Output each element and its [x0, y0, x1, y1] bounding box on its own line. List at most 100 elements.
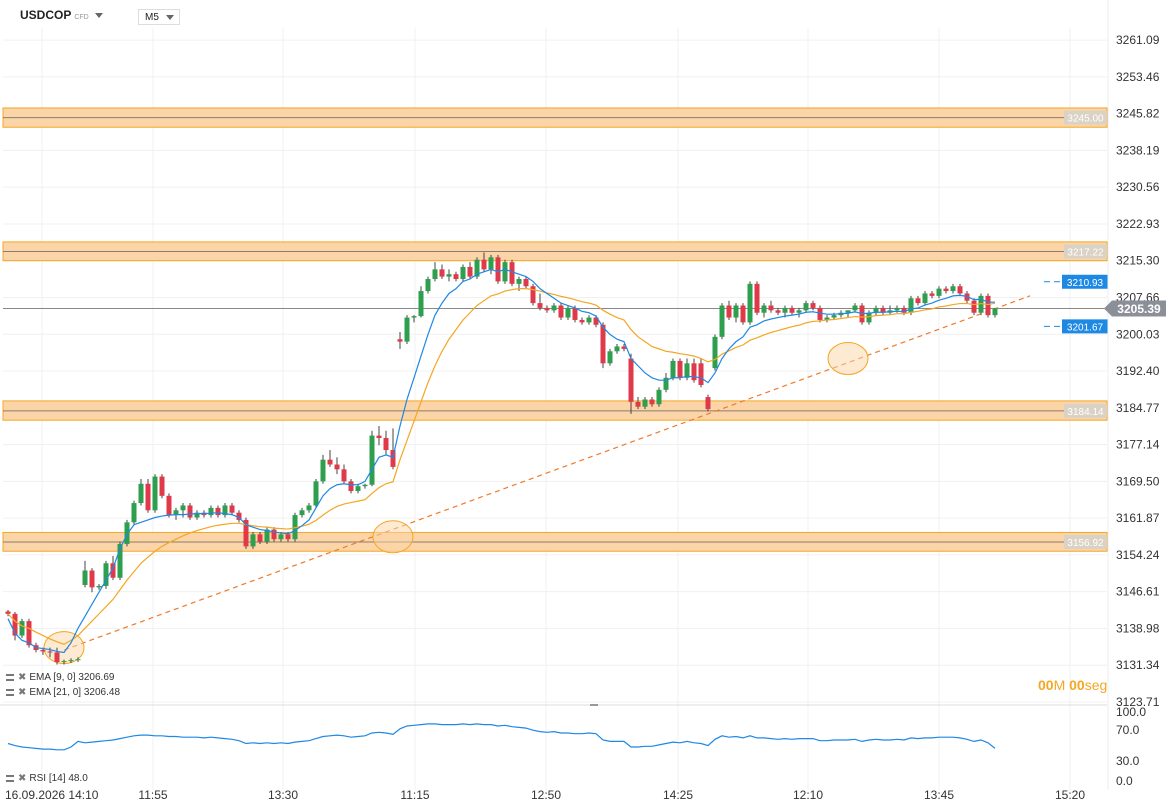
indicator-ema21-legend[interactable]: ✖ EMA [21, 0] 3206.48 [6, 687, 120, 698]
candle [642, 397, 648, 410]
candle [460, 264, 466, 282]
candle [579, 317, 585, 325]
candle-body [285, 534, 291, 540]
candle [754, 281, 760, 316]
candle-body [957, 286, 963, 294]
candle-body [845, 310, 851, 313]
candle-body [138, 483, 144, 504]
candle-body [894, 307, 900, 311]
candle-body [54, 652, 60, 663]
candle-body [481, 259, 487, 270]
candle [719, 303, 725, 340]
candle [600, 322, 606, 369]
timeframe-selector[interactable]: M5 [138, 9, 180, 25]
candle-body [978, 295, 984, 313]
candle [607, 348, 613, 366]
candle-body [768, 305, 774, 311]
candle-body [173, 510, 179, 516]
candle-body [964, 293, 970, 301]
settings-icon[interactable] [6, 673, 14, 681]
candle-body [299, 510, 305, 516]
candle-body [698, 363, 704, 386]
candle-body [418, 291, 424, 317]
candle [418, 286, 424, 318]
indicator-ema9-legend[interactable]: ✖ EMA [9, 0] 3206.69 [6, 672, 114, 683]
candle-body [411, 316, 417, 318]
candle-body [593, 317, 599, 325]
candle [649, 397, 655, 407]
candle [299, 507, 305, 518]
price-tick-label: 3184.77 [1116, 401, 1160, 415]
candle-body [460, 266, 466, 280]
candle [19, 618, 25, 638]
candle [621, 344, 627, 352]
price-tick-label: 3261.09 [1116, 33, 1160, 47]
candle-body [222, 505, 228, 516]
price-tick-label: 3238.19 [1116, 143, 1160, 157]
candle-body [754, 283, 760, 313]
candle [929, 291, 935, 299]
candle-body [103, 563, 109, 586]
candle [957, 283, 963, 296]
candle-body [215, 507, 221, 516]
candle-body [502, 262, 508, 282]
settings-icon[interactable] [6, 774, 14, 782]
candle-body [747, 283, 753, 323]
candle [432, 262, 438, 282]
candle-body [124, 522, 130, 545]
current-price-label: 3205.39 [1117, 302, 1161, 316]
close-icon[interactable]: ✖ [18, 687, 27, 698]
close-icon[interactable]: ✖ [18, 672, 27, 683]
candle-body [194, 512, 200, 518]
zone-price-label: 3245.00 [1067, 114, 1104, 125]
range-price-label: 3210.93 [1067, 278, 1104, 289]
candle-body [614, 346, 620, 352]
candle [229, 503, 235, 516]
candle-body [166, 495, 172, 516]
current-price-tag [1104, 300, 1166, 317]
settings-icon[interactable] [6, 688, 14, 696]
candle-body [852, 305, 858, 311]
trendline [63, 295, 1031, 651]
zone-price-label: 3156.92 [1067, 538, 1104, 549]
zone-price-label-bg [1064, 244, 1107, 259]
candle [509, 259, 515, 287]
candle-body [47, 651, 53, 653]
candle-body [691, 363, 697, 381]
candle [306, 503, 312, 513]
highlight-circle [827, 342, 869, 376]
ema21-value: 3206.48 [83, 687, 121, 698]
symbol-name: USDCOP [20, 8, 72, 22]
candle-body [187, 505, 193, 518]
time-tick-label: 13:30 [268, 788, 298, 802]
candle-body [271, 529, 277, 540]
candle-body [971, 300, 977, 313]
candle-body [453, 274, 459, 280]
candle-body [145, 483, 151, 511]
candle [887, 305, 893, 316]
candle [243, 517, 249, 549]
candle-body [796, 310, 802, 313]
range-price-label-bg [1062, 319, 1108, 334]
candle-body [369, 435, 375, 485]
candle-body [243, 519, 249, 547]
candle-body [432, 269, 438, 280]
candle [663, 372, 669, 393]
close-icon[interactable]: ✖ [18, 773, 27, 784]
candle-body [264, 529, 270, 542]
candle [327, 450, 333, 467]
indicator-rsi-legend[interactable]: ✖ RSI [14] 48.0 [6, 773, 88, 784]
candle [747, 281, 753, 325]
candle [376, 425, 382, 446]
candle-body [712, 336, 718, 369]
candle-body [313, 481, 319, 506]
rsi-tick-label: 0.0 [1116, 774, 1133, 788]
candle-body [789, 307, 795, 313]
symbol-selector[interactable]: USDCOP CFD [20, 8, 103, 22]
candle [103, 560, 109, 589]
candle [936, 286, 942, 299]
candle [481, 252, 487, 272]
ema21-line [7, 288, 996, 645]
candle-body [586, 317, 592, 323]
